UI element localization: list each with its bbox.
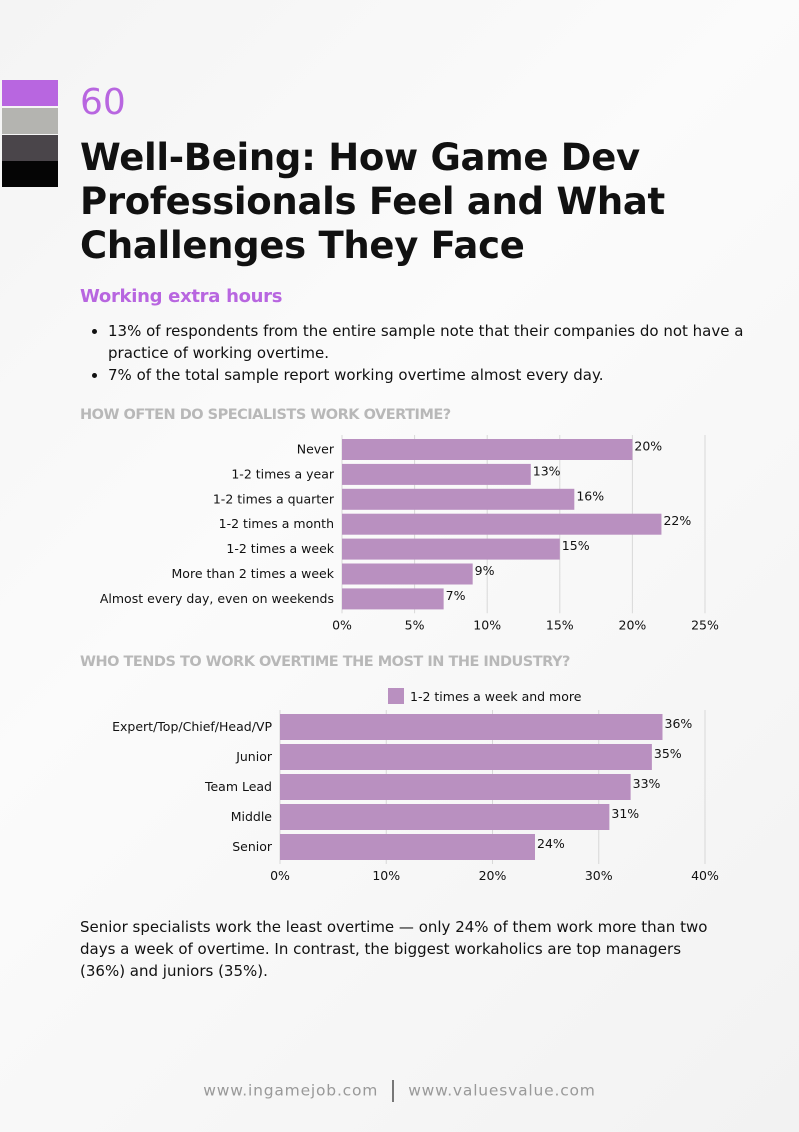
data-label: 7% bbox=[446, 588, 466, 603]
bar bbox=[280, 774, 631, 800]
x-tick-label: 15% bbox=[546, 617, 574, 632]
x-tick-label: 40% bbox=[691, 868, 719, 883]
x-tick-label: 10% bbox=[372, 868, 400, 883]
data-label: 35% bbox=[654, 746, 682, 761]
bar bbox=[342, 488, 575, 510]
bar bbox=[280, 804, 610, 830]
data-label: 36% bbox=[665, 716, 693, 731]
legend-label: 1-2 times a week and more bbox=[410, 689, 582, 704]
legend-swatch bbox=[388, 688, 404, 704]
footer-link-valuesvalue[interactable]: www.valuesvalue.com bbox=[408, 1081, 596, 1100]
x-tick-label: 5% bbox=[405, 617, 425, 632]
x-tick-label: 20% bbox=[619, 617, 647, 632]
category-label: 1-2 times a month bbox=[219, 516, 334, 531]
category-label: Almost every day, even on weekends bbox=[100, 591, 334, 606]
x-tick-label: 0% bbox=[332, 617, 352, 632]
page-number: 60 bbox=[80, 82, 126, 123]
color-swatch bbox=[2, 108, 58, 134]
bar bbox=[342, 513, 662, 535]
category-label: More than 2 times a week bbox=[172, 566, 335, 581]
category-label: Senior bbox=[232, 839, 273, 854]
page-title: Well-Being: How Game Dev Professionals F… bbox=[80, 136, 665, 267]
footer: www.ingamejob.com www.valuesvalue.com bbox=[0, 1080, 799, 1102]
bar bbox=[342, 563, 473, 585]
data-label: 13% bbox=[533, 463, 561, 478]
x-tick-label: 10% bbox=[473, 617, 501, 632]
category-label: Middle bbox=[231, 809, 273, 824]
chart1-title: HOW OFTEN DO SPECIALISTS WORK OVERTIME? bbox=[80, 407, 451, 423]
chart2-title: WHO TENDS TO WORK OVERTIME THE MOST IN T… bbox=[80, 654, 570, 670]
bullet-item: 7% of the total sample report working ov… bbox=[108, 364, 768, 386]
data-label: 20% bbox=[634, 439, 662, 454]
bullet-item: 13% of respondents from the entire sampl… bbox=[108, 320, 768, 364]
category-label: Never bbox=[297, 442, 335, 457]
bar bbox=[280, 744, 652, 770]
data-label: 15% bbox=[562, 538, 590, 553]
category-label: Expert/Top/Chief/Head/VP bbox=[112, 719, 272, 734]
section-heading: Working extra hours bbox=[80, 286, 283, 307]
x-tick-label: 0% bbox=[270, 868, 290, 883]
category-label: Team Lead bbox=[204, 779, 272, 794]
category-label: 1-2 times a week bbox=[226, 541, 334, 556]
x-tick-label: 30% bbox=[585, 868, 613, 883]
bar bbox=[342, 538, 560, 560]
data-label: 16% bbox=[576, 488, 604, 503]
color-swatch bbox=[2, 80, 58, 106]
data-label: 33% bbox=[633, 776, 661, 791]
data-label: 22% bbox=[663, 513, 691, 528]
bar bbox=[342, 439, 633, 460]
overtime-frequency-chart: 0% 5% 10% 15% 20% 25% Never 20% 1-2 times a year… bbox=[100, 435, 719, 632]
color-swatch bbox=[2, 161, 58, 187]
conclusion-text: Senior specialists work the least overti… bbox=[80, 918, 708, 980]
x-tick-label: 25% bbox=[691, 617, 719, 632]
bar bbox=[342, 463, 531, 485]
category-label: 1-2 times a quarter bbox=[213, 491, 335, 506]
bullet-list: 13% of respondents from the entire sampl… bbox=[80, 320, 768, 386]
data-label: 31% bbox=[611, 806, 639, 821]
category-label: 1-2 times a year bbox=[231, 466, 334, 481]
data-label: 24% bbox=[537, 836, 565, 851]
color-swatch bbox=[2, 135, 58, 161]
footer-separator bbox=[392, 1080, 395, 1102]
bar bbox=[280, 714, 663, 740]
x-tick-label: 20% bbox=[479, 868, 507, 883]
data-label: 9% bbox=[475, 563, 495, 578]
footer-link-ingamejob[interactable]: www.ingamejob.com bbox=[203, 1081, 379, 1100]
bar bbox=[342, 588, 444, 610]
category-label: Junior bbox=[235, 749, 273, 764]
overtime-by-level-chart: 1-2 times a week and more 0% 10% 20% 30% 40% E… bbox=[112, 688, 719, 883]
bar bbox=[280, 834, 535, 860]
